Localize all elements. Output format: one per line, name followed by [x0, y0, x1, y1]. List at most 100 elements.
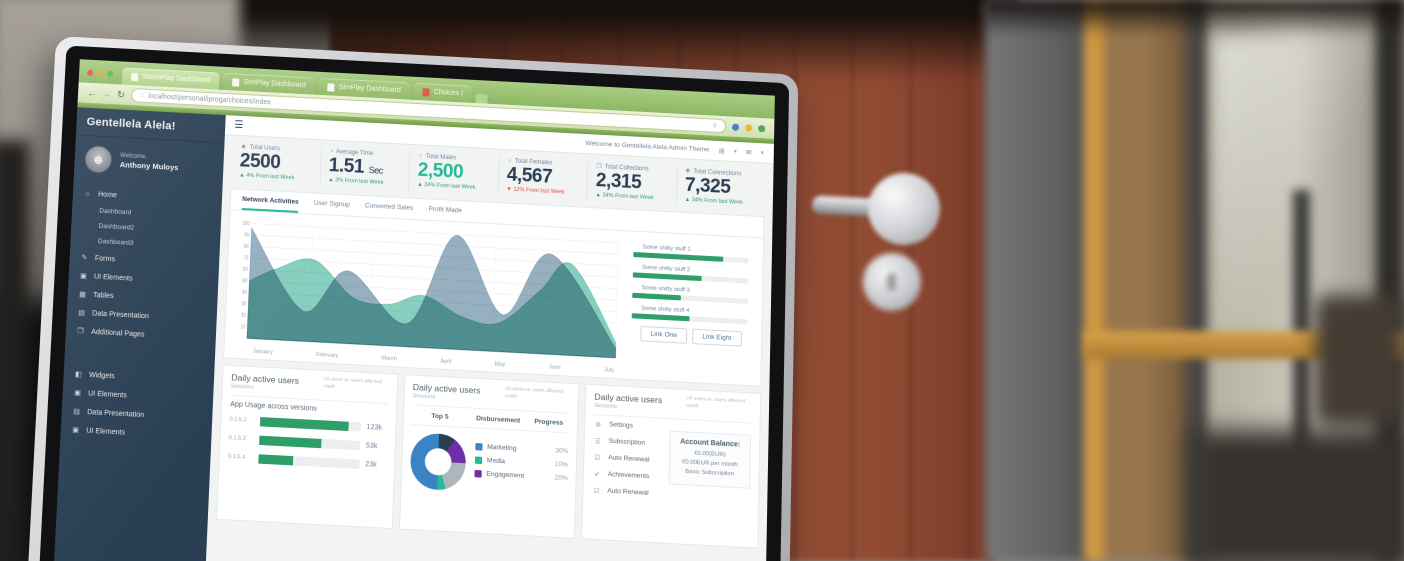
- reload-icon[interactable]: ↻: [116, 88, 126, 100]
- svg-text:100: 100: [242, 220, 250, 227]
- sidebar-item-label: Additional Pages: [91, 328, 145, 339]
- ui-elements-icon: ▣: [73, 389, 82, 398]
- door-frame: [985, 0, 1089, 561]
- donut-legend-pct: 10%: [554, 461, 569, 470]
- account-balance-value: €0.00(EUR): [694, 450, 726, 459]
- home-icon: ⌂: [85, 190, 90, 198]
- sidebar: Gentellela Alela! ☻ Welcome, Anthony Mul…: [47, 107, 226, 561]
- search-icon[interactable]: ⚲: [712, 123, 718, 130]
- chart-legend-item: Some shitty stuff 4: [631, 305, 748, 325]
- sidebar-item-label: Home: [97, 191, 118, 200]
- tab-profit-made[interactable]: Profit Made: [428, 205, 463, 215]
- settings-icon: ⚙: [595, 421, 602, 429]
- x-axis-label: April: [440, 358, 452, 366]
- sidebar-item-label: Data Presentation: [91, 309, 150, 320]
- usage-track: [258, 454, 360, 469]
- app-usage-row: 0.1.5.4 23k: [228, 452, 386, 470]
- stat-tile-total-connections: ✚ Total Connections 7,325 ▲ 34% From last W…: [675, 164, 766, 210]
- tab-converted-sales[interactable]: Converted Sales: [364, 202, 414, 212]
- usage-fill: [259, 416, 349, 431]
- donut-legend-pct: 30%: [555, 447, 569, 456]
- sidebar-item-label: UI Elements: [86, 426, 126, 437]
- usage-value: 23k: [365, 460, 377, 469]
- tables-icon: ▦: [78, 291, 86, 299]
- ui-elements-icon: ▣: [72, 426, 80, 435]
- chart-legend-item: Some shitty stuff 1: [633, 244, 749, 263]
- progress-fill: [632, 272, 703, 281]
- column-header[interactable]: Progress: [534, 418, 564, 427]
- zoom-window-button[interactable]: [107, 70, 114, 78]
- panel-note: All users vs. users affected crash: [323, 376, 382, 390]
- apps-icon[interactable]: ⊞: [718, 147, 725, 155]
- background-shadow-bottom-right: [1190, 430, 1404, 561]
- svg-text:60: 60: [243, 266, 248, 273]
- version-label: 0.1.5.2: [229, 416, 247, 424]
- column-header[interactable]: Top 5: [431, 412, 449, 421]
- user-profile: ☻ Welcome, Anthony Muloys: [74, 135, 225, 186]
- extension-icon[interactable]: [758, 124, 766, 132]
- stat-tile-total-collections: ❒ Total Collections 2,315 ▲ 34% From last W…: [586, 160, 677, 206]
- network-activities-chart: 100 90 80 70 60 50 40 30 20 10: [240, 220, 622, 366]
- background-edge-right: [1376, 0, 1404, 561]
- dashboard: Gentellela Alela! ☻ Welcome, Anthony Mul…: [47, 107, 774, 561]
- donut-legend-row: Media 10%: [474, 456, 569, 470]
- background-shadow-right-top: [985, 0, 1404, 36]
- background-edge-left: [0, 140, 30, 561]
- app-usage-row: 0.1.5.2 123k: [229, 415, 387, 433]
- donut-legend: Marketing 30% Media 10% Engagement 20%: [474, 443, 569, 488]
- checkbox-icon: ☑: [593, 487, 600, 496]
- version-label: 0.1.5.3: [228, 435, 246, 443]
- checkbox-icon: ☑: [594, 454, 601, 462]
- account-balance-permonth: €0.00EUR per month: [681, 459, 738, 469]
- page-favicon: [327, 82, 335, 92]
- back-icon[interactable]: ←: [86, 87, 97, 98]
- sidebar-item-label: Forms: [94, 254, 116, 263]
- settings-item-subscription[interactable]: ☰ Subscription: [593, 437, 661, 449]
- extension-icon[interactable]: [745, 123, 753, 132]
- settings-item-achievements[interactable]: ✔ Achievements: [592, 470, 660, 482]
- sidebar-menu: ⌂ Home Dashboard Dashboard2 Dashboard3 ✎ Forms…: [60, 179, 222, 447]
- account-balance-card: Account Balance: €0.00(EUR) €0.00EUR per…: [668, 430, 752, 489]
- legend-swatch: [474, 443, 483, 451]
- extension-icon[interactable]: [731, 123, 740, 131]
- page-favicon: [232, 77, 240, 87]
- settings-item-label: Auto Renewal: [607, 487, 649, 498]
- forward-icon[interactable]: →: [101, 88, 112, 99]
- tab-user-signup[interactable]: User Signup: [313, 199, 350, 209]
- usage-fill: [258, 454, 293, 466]
- column-header[interactable]: Disbursement: [476, 414, 521, 425]
- forms-icon: ✎: [81, 254, 88, 262]
- stat-unit: Sec: [368, 164, 383, 176]
- version-label: 0.1.5.4: [227, 454, 246, 462]
- navbar-welcome-text: Welcome to Gentellela Alela Admin Theme.: [585, 140, 711, 154]
- sidebar-item-label: UI Elements: [93, 272, 133, 283]
- account-plan: Basic Subscription: [685, 468, 735, 478]
- menu-toggle-icon[interactable]: ☰: [234, 119, 244, 132]
- chevron-down-icon[interactable]: ▼: [759, 149, 765, 156]
- laptop: StormPlay Dashboard SimPlay Dashboard SimP…: [21, 36, 799, 561]
- minimize-window-button[interactable]: [97, 70, 104, 77]
- browser-tab-label: SimPlay Dashboard: [243, 78, 306, 90]
- avatar: ☻: [84, 145, 113, 174]
- link-eight-button[interactable]: Link Eight: [692, 328, 742, 347]
- settings-item-settings[interactable]: ⚙ Settings: [594, 420, 662, 432]
- bottom-panels: Daily active users Sessions All users vs…: [215, 364, 762, 549]
- ui-elements-icon: ▣: [79, 272, 87, 281]
- settings-item-auto-renewal[interactable]: ☑ Auto Renewal: [592, 486, 660, 498]
- app-usage-panel: Daily active users Sessions All users vs…: [215, 364, 399, 529]
- chevron-down-icon[interactable]: ▼: [732, 148, 738, 155]
- close-window-button[interactable]: [87, 69, 94, 76]
- donut-legend-row: Engagement 20%: [474, 470, 568, 483]
- data-presentation-icon: ▤: [77, 309, 86, 318]
- tab-network-activities[interactable]: Network Activities: [241, 195, 299, 213]
- svg-text:80: 80: [244, 243, 249, 250]
- achievements-icon: ✔: [594, 470, 600, 479]
- bell-icon[interactable]: ✉: [745, 148, 752, 157]
- wooden-shelf-side: [1084, 0, 1196, 561]
- link-one-button[interactable]: Link One: [640, 325, 688, 344]
- x-axis-label: July: [604, 367, 615, 374]
- settings-item-auto-renewal[interactable]: ☑ Auto Renewal: [593, 453, 661, 465]
- svg-text:40: 40: [242, 289, 247, 296]
- background-divider: [1186, 0, 1214, 561]
- x-axis-label: January: [252, 348, 273, 356]
